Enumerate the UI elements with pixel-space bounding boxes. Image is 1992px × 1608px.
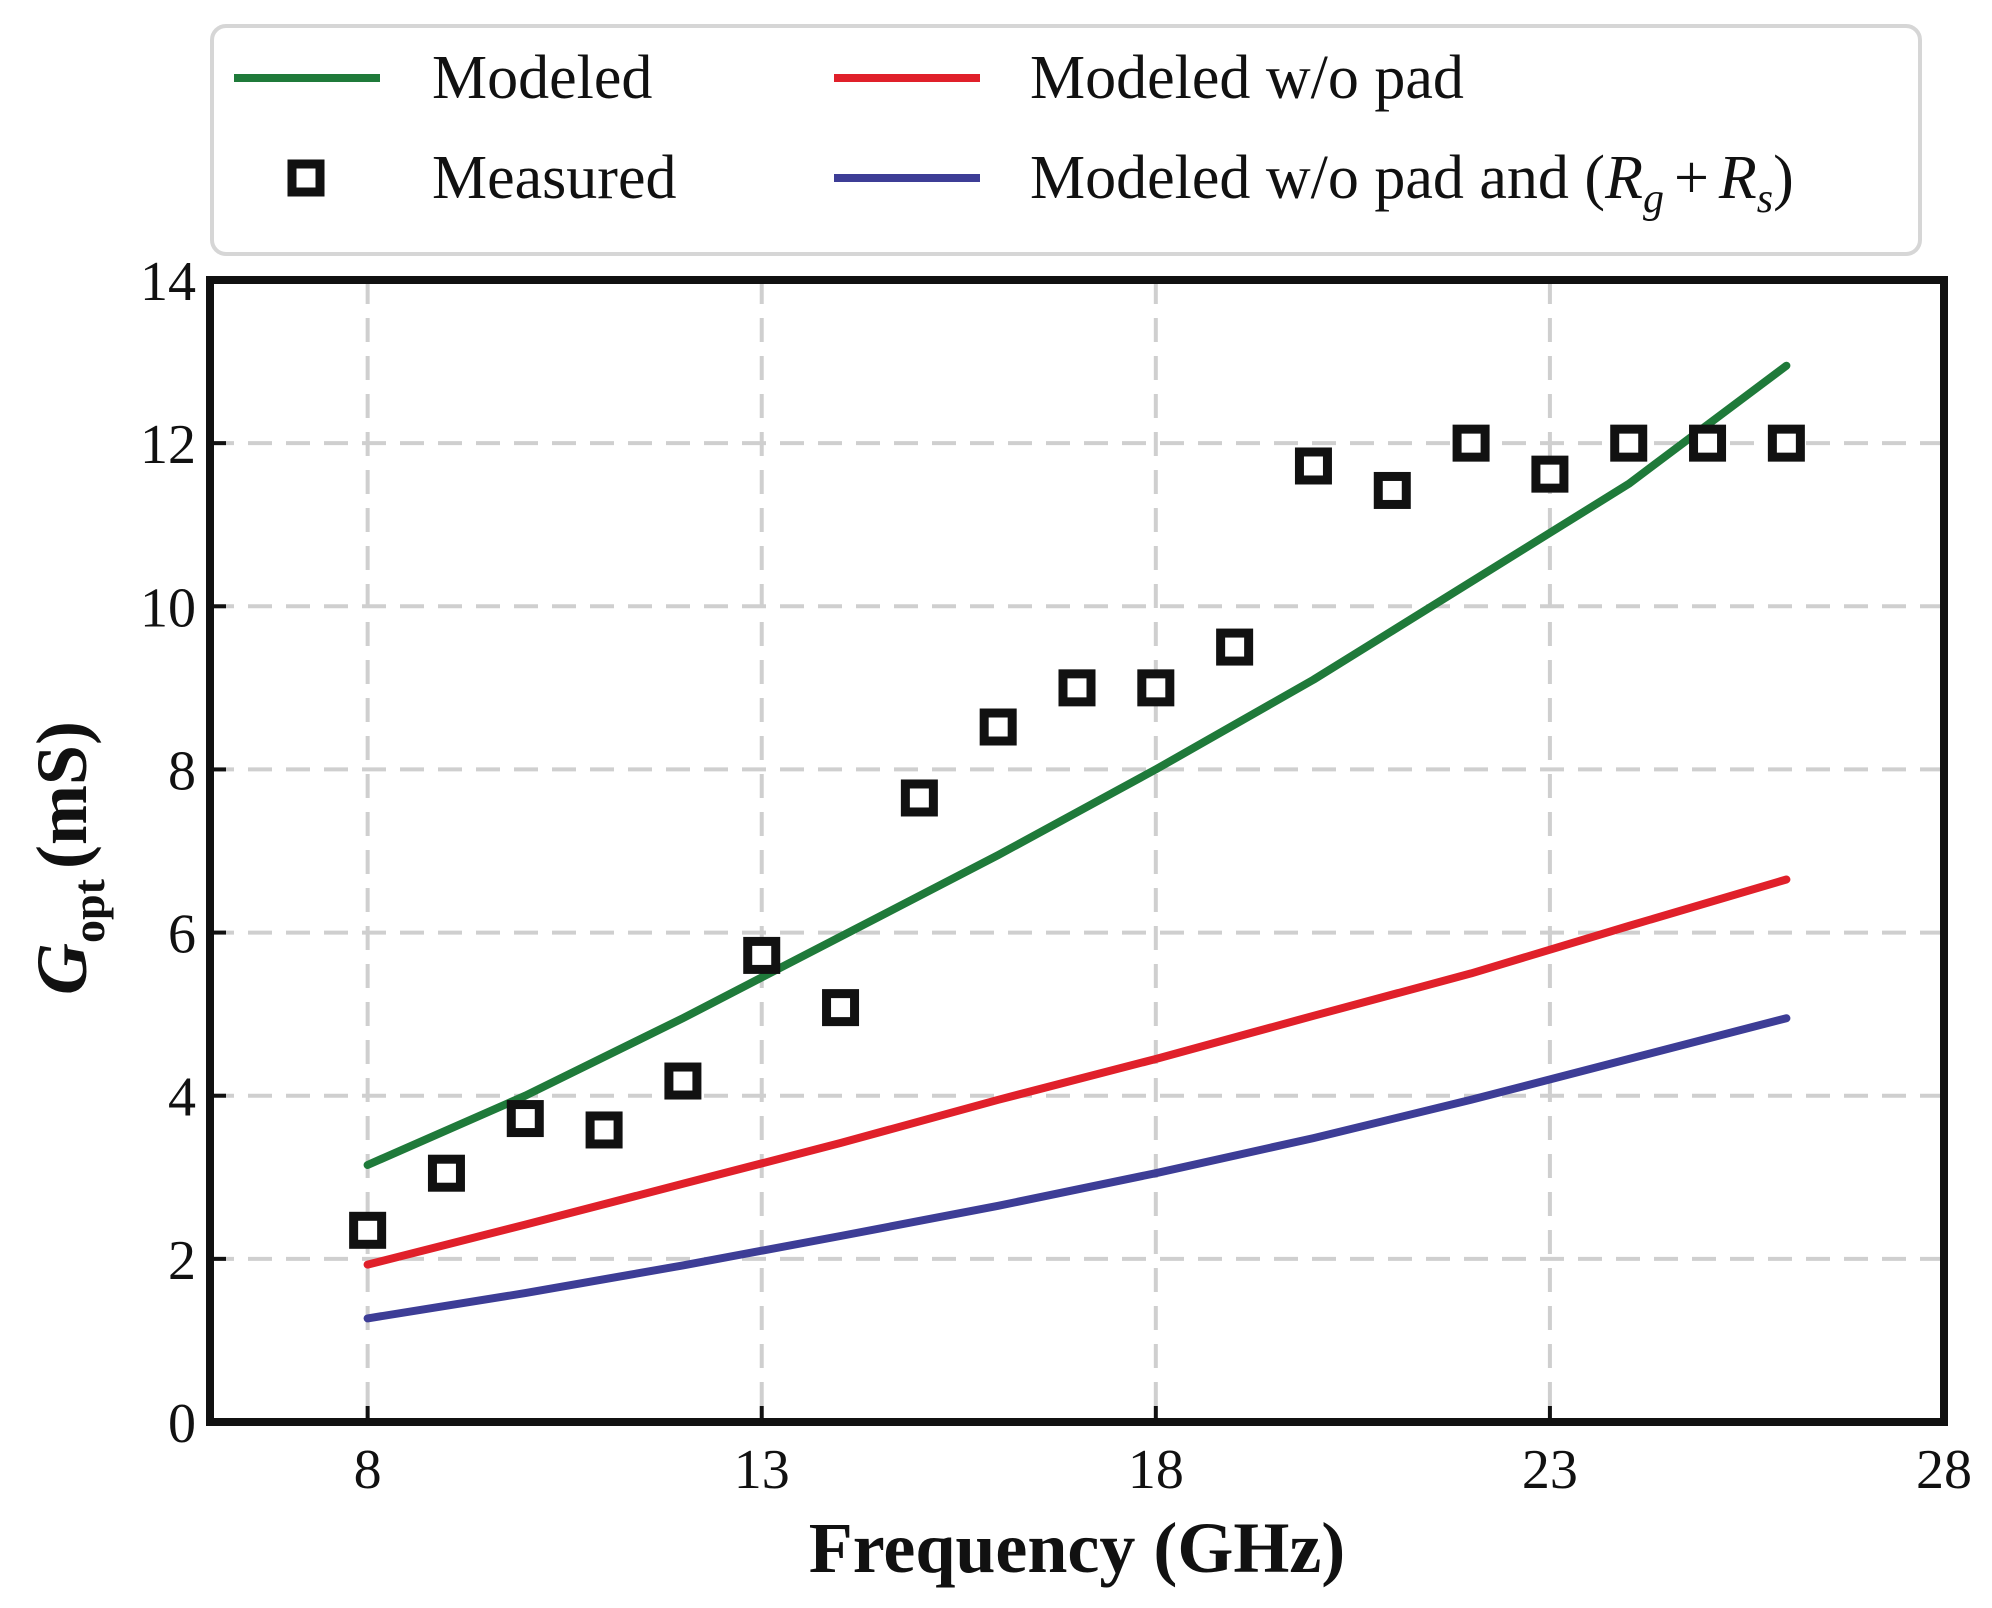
y-tick-label: 12 [140,414,196,476]
plot-area: 8 13 18 23 28 0 2 4 6 8 10 12 14 [140,251,1972,1501]
legend-label-modeled-wo-pad-rgrs: Modeled w/o pad and (Rg + Rs) [1030,144,1794,222]
series-line-modeled [363,361,1791,1169]
series-measured-points [349,424,1805,1249]
y-tick-label: 4 [168,1067,196,1129]
x-axis-title: Frequency (GHz) [809,1508,1346,1588]
legend-label-modeled: Modeled [432,44,652,112]
measured-point [664,1062,702,1100]
measured-point [979,708,1017,746]
measured-point [1531,455,1569,493]
legend-frame [210,24,1922,256]
measured-point [1452,424,1490,462]
measured-point [1689,424,1727,462]
measured-point [1137,669,1175,707]
measured-point [427,1154,465,1192]
measured-point [1216,628,1254,666]
measured-point [1294,447,1332,485]
measured-point [506,1100,544,1138]
x-tick-label: 18 [1128,1439,1184,1501]
y-tick-label: 10 [140,577,196,639]
measured-point [1058,669,1096,707]
measured-point [1373,471,1411,509]
series-line-modeled-w-o-pad-and-r-g-r-s [363,1014,1791,1323]
legend: Modeled Modeled w/o pad Measured Modeled… [210,24,1922,256]
measured-point [585,1111,623,1149]
legend-label-rgrs-prefix: Modeled w/o pad and ( [1030,144,1605,212]
measured-point [900,779,938,817]
y-tick-label: 8 [168,740,196,802]
y-axis-title: Gopt(mS) [22,721,114,995]
x-tick-label: 13 [734,1439,790,1501]
legend-swatch-measured [287,159,325,197]
x-tick-label: 23 [1522,1439,1578,1501]
plot-frame [206,276,1948,1426]
y-tick-label: 6 [168,904,196,966]
y-tick-label: 14 [140,251,196,313]
measured-point [1610,424,1648,462]
x-tick-label: 28 [1916,1439,1972,1501]
y-tick-label: 2 [168,1230,196,1292]
measured-point [349,1211,387,1249]
x-tick-label: 8 [354,1439,382,1501]
measured-point [743,936,781,974]
measured-point [1767,424,1805,462]
measured-point [822,989,860,1027]
series-line-modeled-w-o-pad [363,875,1791,1269]
axes: 8 13 18 23 28 0 2 4 6 8 10 12 14 [140,251,1972,1501]
legend-label-measured: Measured [432,144,676,212]
y-tick-label: 0 [168,1393,196,1455]
legend-label-modeled-wo-pad: Modeled w/o pad [1030,44,1464,112]
gridlines [210,280,1944,1422]
